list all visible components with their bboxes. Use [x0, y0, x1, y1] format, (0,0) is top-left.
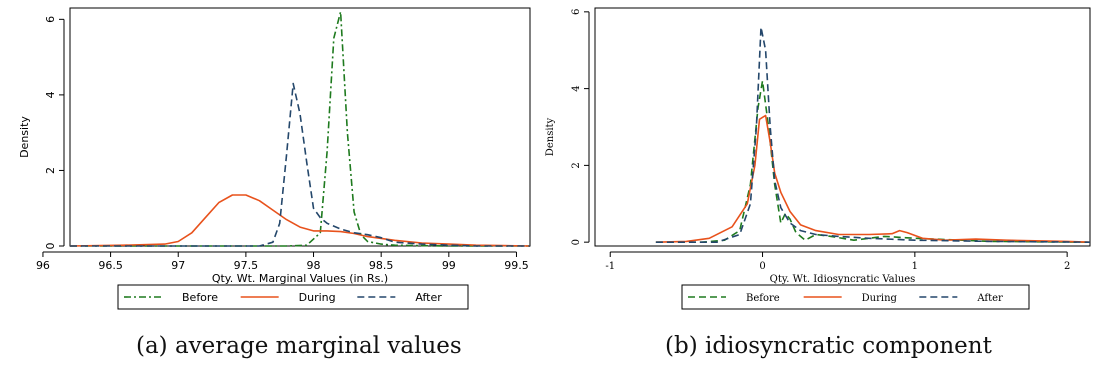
x-tick-label: 97.5 — [234, 259, 259, 272]
x-tick-label: 96.5 — [98, 259, 123, 272]
series-line-after — [655, 26, 1091, 243]
legend-label-before: Before — [746, 293, 780, 304]
series-line-before — [70, 11, 530, 247]
series-line-after — [70, 82, 530, 247]
y-tick-label: 4 — [44, 91, 57, 98]
legend-label-after: After — [415, 291, 442, 304]
series-line-before — [655, 80, 1091, 243]
y-axis-label: Density — [18, 116, 31, 158]
x-axis-label: Qty. Wt. Idiosyncratic Values — [770, 274, 916, 285]
x-tick-label: 99.5 — [504, 259, 529, 272]
x-tick-label: 2 — [1064, 261, 1070, 272]
y-tick-label: 0 — [44, 243, 57, 250]
y-tick-label: 6 — [44, 16, 57, 23]
plot-frame — [69, 7, 531, 247]
legend-label-during: During — [299, 291, 336, 304]
legend-box — [117, 284, 469, 310]
x-axis-label: Qty. Wt. Marginal Values (in Rs.) — [212, 272, 388, 285]
caption-a: (a) average marginal values — [136, 333, 462, 359]
x-tick-label: 99 — [442, 259, 456, 272]
x-tick-label: 98.5 — [369, 259, 394, 272]
legend-box — [681, 284, 1030, 310]
plot-frame — [594, 7, 1091, 247]
x-tick-label: 1 — [912, 261, 918, 272]
chart-panel-b: -1 0 1 2 0 2 4 6 Qty. Wt. Idiosyncratic Values De… — [545, 7, 1091, 310]
y-tick-label: 6 — [571, 9, 582, 15]
x-tick-label: 96 — [36, 259, 50, 272]
y-tick-label: 4 — [571, 85, 582, 91]
y-axis-label: Density — [545, 117, 556, 156]
x-tick-label: -1 — [605, 261, 615, 272]
x-tick-label: 97 — [171, 259, 185, 272]
series-line-during — [655, 114, 1091, 243]
caption-b: (b) idiosyncratic component — [665, 333, 992, 359]
series-line-during — [69, 194, 531, 247]
x-tick-label: 98 — [307, 259, 321, 272]
y-tick-label: 0 — [571, 239, 582, 245]
y-tick-label: 2 — [571, 162, 582, 168]
legend-label-during: During — [862, 293, 898, 304]
legend-label-after: After — [976, 293, 1003, 304]
legend-label-before: Before — [182, 291, 218, 304]
y-tick-label: 2 — [44, 167, 57, 174]
x-tick-label: 0 — [759, 261, 765, 272]
chart-panel-a: 96 96.5 97 97.5 98 98.5 99 99.5 0 2 4 6 Qty. Wt. Mar… — [18, 7, 531, 310]
